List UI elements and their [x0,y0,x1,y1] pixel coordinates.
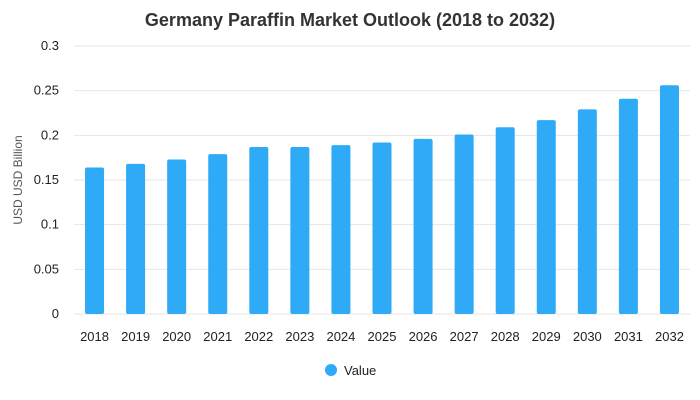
x-tick-label: 2019 [121,329,150,344]
y-tick-label: 0.2 [41,127,59,142]
bar[interactable] [85,167,105,314]
y-tick-label: 0.1 [41,217,59,232]
legend-label: Value [344,363,376,378]
y-tick-label: 0 [52,306,59,321]
bar[interactable] [208,154,228,314]
bar[interactable] [167,159,187,314]
x-tick-label: 2031 [614,329,643,344]
bar[interactable] [126,163,146,314]
x-tick-label: 2023 [285,329,314,344]
y-tick-label: 0.05 [34,261,59,276]
y-tick-label: 0.3 [41,38,59,53]
bar[interactable] [577,109,597,314]
x-tick-label: 2032 [655,329,684,344]
bar[interactable] [536,120,556,314]
y-tick-label: 0.15 [34,172,59,187]
x-tick-label: 2027 [450,329,479,344]
legend[interactable]: Value [325,363,376,378]
y-tick-label: 0.25 [34,83,59,98]
x-tick-label: 2026 [409,329,438,344]
x-tick-label: 2025 [368,329,397,344]
x-tick-label: 2028 [491,329,520,344]
y-axis-ticks: 0 0.05 0.1 0.15 0.2 0.25 0.3 [34,38,59,321]
bar[interactable] [454,134,474,314]
bar[interactable] [331,145,351,314]
bar[interactable] [372,142,392,314]
x-tick-label: 2022 [244,329,273,344]
bar[interactable] [413,138,433,314]
bar[interactable] [495,127,515,314]
legend-marker [325,364,337,376]
x-tick-label: 2030 [573,329,602,344]
x-tick-label: 2021 [203,329,232,344]
x-tick-label: 2029 [532,329,561,344]
chart-title: Germany Paraffin Market Outlook (2018 to… [145,10,555,30]
bars [85,85,679,314]
x-axis-ticks: 2018 2019 2020 2021 2022 2023 2024 2025 2026 2027… [80,329,684,344]
bar[interactable] [618,98,638,314]
bar[interactable] [249,146,269,314]
x-tick-label: 2018 [80,329,109,344]
x-tick-label: 2024 [326,329,355,344]
bar[interactable] [290,146,310,314]
y-axis-label: USD USD Billion [11,135,25,224]
bar[interactable] [659,85,679,314]
x-tick-label: 2020 [162,329,191,344]
